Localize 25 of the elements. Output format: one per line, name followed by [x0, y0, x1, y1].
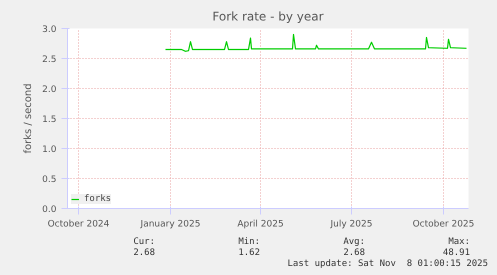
- x-tick-label: January 2025: [140, 220, 200, 230]
- y-tick-label: 1.0: [42, 145, 57, 155]
- text: Avg:: [342, 237, 365, 248]
- text: Min:: [237, 237, 260, 248]
- text: Last update: Sat Nov 8 01:00:15 2025: [286, 259, 488, 270]
- legend-label: forks: [84, 194, 112, 204]
- x-tick-label: October 2025: [412, 220, 474, 230]
- y-tick-label: 2.0: [42, 85, 57, 95]
- x-tick-label: April 2025: [237, 220, 284, 230]
- text: 2.68: [342, 248, 365, 259]
- chart-title: Fork rate - by year: [212, 10, 324, 24]
- y-tick-label: 0.0: [42, 205, 57, 215]
- x-tick-label: October 2024: [48, 220, 110, 230]
- text: Cur:: [132, 237, 155, 248]
- y-tick-label: 1.5: [42, 115, 57, 125]
- text: 1.62: [237, 248, 260, 259]
- y-tick-label: 2.5: [42, 55, 57, 65]
- line-series: [164, 34, 468, 52]
- text: 48.91: [442, 248, 470, 259]
- y-tick-label: 3.0: [42, 25, 57, 35]
- y-axis-title: forks / second: [23, 83, 34, 154]
- text: 2.68: [132, 248, 155, 259]
- x-tick-label: July 2025: [330, 220, 372, 230]
- text: Max:: [447, 237, 470, 248]
- y-tick-label: 0.5: [42, 175, 57, 185]
